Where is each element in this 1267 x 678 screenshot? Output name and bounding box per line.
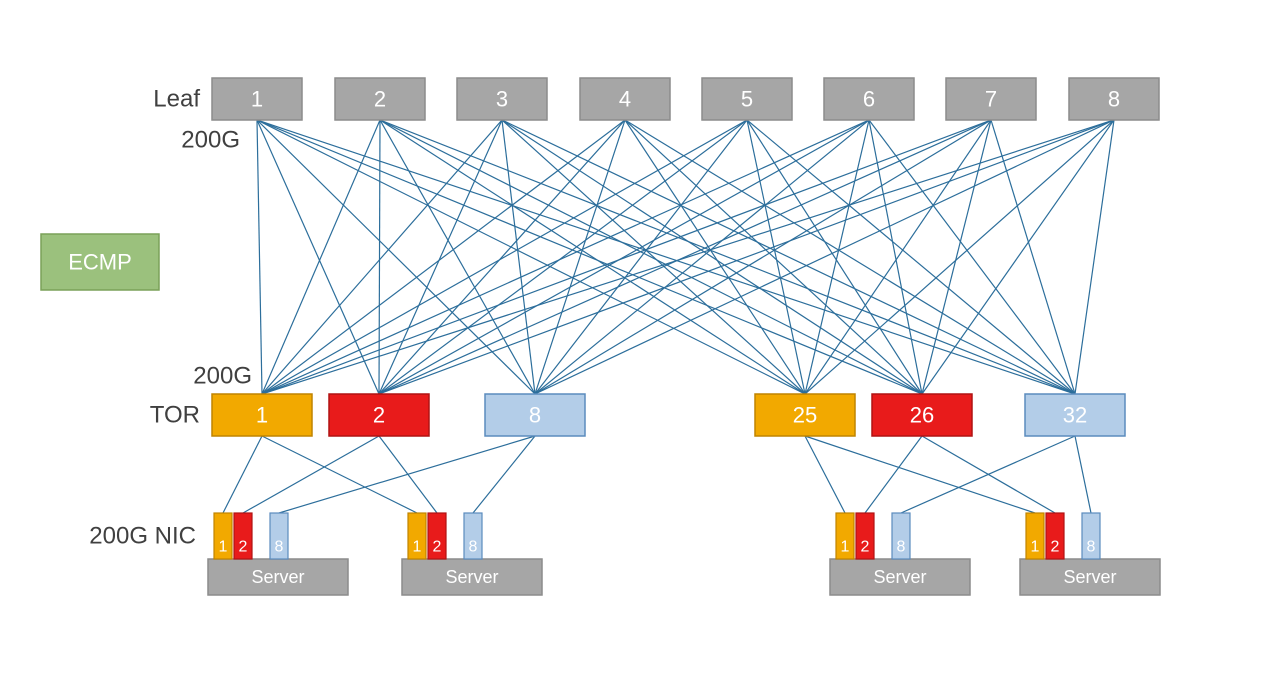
server-label: Server: [1063, 567, 1116, 587]
leaf-tor-link: [379, 120, 502, 394]
nic-port-label: 1: [1031, 539, 1040, 556]
server-label: Server: [251, 567, 304, 587]
nic-port-label: 2: [1051, 539, 1060, 556]
network-diagram: ECMP12345678Leaf200G128252632TOR200GServ…: [0, 0, 1267, 678]
leaf-tor-link: [535, 120, 991, 394]
leaf-node-label: 7: [985, 87, 997, 112]
leaf-tor-link: [257, 120, 805, 394]
nic-port-label: 8: [469, 539, 478, 556]
tor-node-label: 25: [793, 403, 817, 428]
tor-nic-link: [379, 436, 437, 513]
nic-row-label: 200G NIC: [89, 523, 196, 550]
nic-port-label: 2: [433, 539, 442, 556]
leaf-tor-link: [535, 120, 625, 394]
leaf-node-label: 5: [741, 87, 753, 112]
leaf-node-label: 6: [863, 87, 875, 112]
tor-node-label: 1: [256, 403, 268, 428]
leaf-tor-link: [535, 120, 1114, 394]
tor-node-label: 8: [529, 403, 541, 428]
leaf-tor-link: [922, 120, 991, 394]
connections: [223, 120, 1114, 513]
nic-port-label: 2: [239, 539, 248, 556]
leaf-tor-link: [262, 120, 747, 394]
leaf-tor-link: [257, 120, 922, 394]
tor-nic-link: [1075, 436, 1091, 513]
server-label: Server: [873, 567, 926, 587]
leaf-speed-label: 200G: [181, 127, 240, 154]
leaf-tor-link: [257, 120, 379, 394]
tor-nic-link: [262, 436, 417, 513]
nic-port-label: 8: [275, 539, 284, 556]
server-label: Server: [445, 567, 498, 587]
leaf-tor-link: [922, 120, 1114, 394]
nic-port-label: 8: [897, 539, 906, 556]
leaf-tor-link: [379, 120, 869, 394]
leaf-tor-link: [380, 120, 1075, 394]
leaf-tor-link: [262, 120, 1114, 394]
tor-node-label: 32: [1063, 403, 1087, 428]
tor-nic-link: [865, 436, 922, 513]
leaf-tor-link: [257, 120, 262, 394]
tor-row-label: TOR: [150, 402, 200, 429]
leaf-tor-link: [380, 120, 922, 394]
leaf-tor-link: [379, 120, 1114, 394]
nic-port-label: 1: [841, 539, 850, 556]
leaf-tor-link: [805, 120, 1114, 394]
tor-speed-label: 200G: [193, 363, 252, 390]
nic-port-label: 1: [219, 539, 228, 556]
tor-nic-link: [279, 436, 535, 513]
tor-node-label: 26: [910, 403, 934, 428]
leaf-tor-link: [535, 120, 869, 394]
leaf-tor-link: [380, 120, 535, 394]
ecmp-label: ECMP: [68, 250, 132, 275]
leaf-node-label: 4: [619, 87, 631, 112]
tor-node-label: 2: [373, 403, 385, 428]
leaf-tor-link: [379, 120, 747, 394]
tor-nic-link: [473, 436, 535, 513]
leaf-node-label: 8: [1108, 87, 1120, 112]
tor-nic-link: [223, 436, 262, 513]
leaf-tor-link: [379, 120, 991, 394]
nic-port-label: 2: [861, 539, 870, 556]
leaf-row-label: Leaf: [153, 86, 200, 113]
leaf-tor-link: [1075, 120, 1114, 394]
tor-nic-link: [243, 436, 379, 513]
leaf-tor-link: [502, 120, 805, 394]
leaf-node-label: 3: [496, 87, 508, 112]
leaf-node-label: 1: [251, 87, 263, 112]
leaf-tor-link: [262, 120, 380, 394]
nic-port-label: 8: [1087, 539, 1096, 556]
leaf-node-label: 2: [374, 87, 386, 112]
nic-port-label: 1: [413, 539, 422, 556]
leaf-tor-link: [262, 120, 991, 394]
tor-nic-link: [922, 436, 1055, 513]
